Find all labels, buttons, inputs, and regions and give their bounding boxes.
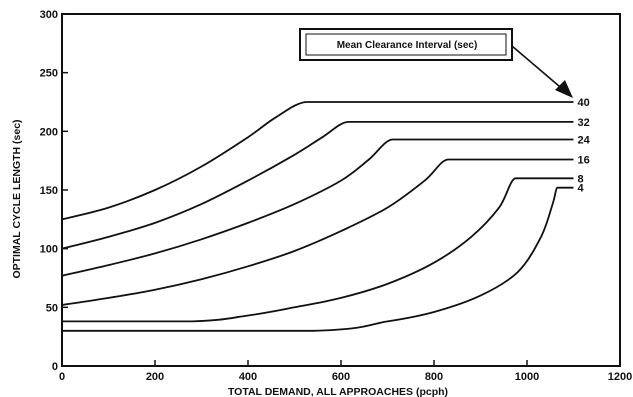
- x-tick-label: 600: [332, 371, 350, 383]
- y-tick-label: 300: [40, 9, 58, 21]
- ticks: 0 200 400 600 800 1000 1200 0 50 100 150 200 250 300: [40, 9, 633, 383]
- x-tick-label: 400: [239, 371, 257, 383]
- legend-arrow-head: [555, 80, 573, 98]
- series-line-16: [61, 158, 574, 306]
- y-tick-label: 200: [40, 126, 58, 138]
- series-line-40: [61, 101, 574, 221]
- series-line-24: [61, 138, 574, 277]
- y-tick-label: 250: [40, 68, 58, 80]
- series-label-4: 4: [578, 183, 585, 195]
- curves: [61, 101, 574, 332]
- x-axis-title: TOTAL DEMAND, ALL APPROACHES (pcph): [228, 386, 448, 397]
- series-label-16: 16: [578, 154, 590, 166]
- series-line-4: [62, 186, 574, 332]
- y-tick-label: 50: [46, 302, 58, 314]
- series-label-8: 8: [578, 173, 584, 185]
- x-tick-label: 0: [59, 371, 65, 383]
- y-tick-label: 150: [40, 185, 58, 197]
- series-label-32: 32: [578, 117, 590, 129]
- legend: Mean Clearance Interval (sec): [299, 28, 573, 98]
- series-line-8: [62, 177, 574, 323]
- legend-box-inner: [305, 33, 507, 56]
- x-tick-label: 800: [425, 371, 443, 383]
- curve-labels: 40 32 24 16 84: [578, 97, 591, 195]
- y-axis-title: OPTIMAL CYCLE LENGTH (sec): [11, 119, 23, 278]
- y-tick-label: 100: [40, 244, 58, 256]
- legend-arrow-line: [511, 45, 567, 93]
- x-tick-label: 1000: [515, 371, 539, 383]
- series-label-24: 24: [578, 135, 591, 147]
- legend-title: Mean Clearance Interval (sec): [337, 40, 478, 51]
- x-tick-label: 1200: [608, 371, 632, 383]
- series-label-40: 40: [578, 97, 590, 109]
- x-tick-label: 200: [146, 371, 164, 383]
- y-tick-label: 0: [52, 361, 58, 373]
- series-line-32: [61, 121, 574, 250]
